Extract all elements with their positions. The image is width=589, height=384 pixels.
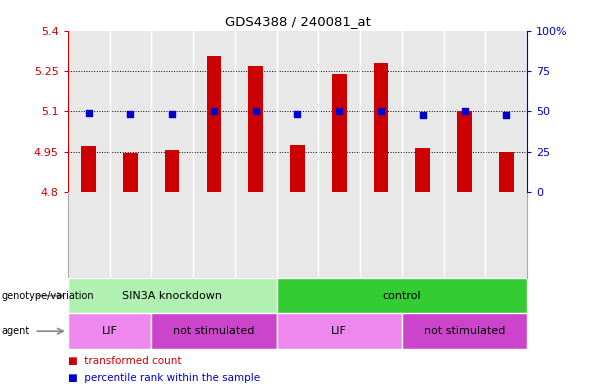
Point — [460, 108, 469, 114]
Bar — [277, 313, 402, 349]
Text: control: control — [382, 291, 421, 301]
Bar — [373, 63, 388, 192]
Text: SIN3A knockdown: SIN3A knockdown — [122, 291, 222, 301]
Text: genotype/variation: genotype/variation — [1, 291, 94, 301]
Point — [209, 108, 219, 114]
Point — [125, 111, 135, 117]
Text: LIF: LIF — [101, 326, 117, 336]
Text: LIF: LIF — [331, 326, 347, 336]
Bar — [123, 153, 138, 192]
Bar — [68, 313, 151, 349]
Bar — [81, 146, 96, 192]
Bar — [290, 145, 305, 192]
Text: ■  transformed count: ■ transformed count — [68, 356, 181, 366]
Bar — [207, 56, 221, 192]
Bar — [151, 313, 277, 349]
Bar — [457, 111, 472, 192]
Point — [502, 111, 511, 118]
Text: ■  percentile rank within the sample: ■ percentile rank within the sample — [68, 373, 260, 383]
Point — [167, 111, 177, 117]
Bar — [499, 152, 514, 192]
Point — [84, 110, 93, 116]
Text: agent: agent — [1, 326, 29, 336]
Point — [293, 111, 302, 117]
Point — [376, 108, 386, 114]
Point — [251, 108, 260, 114]
Text: not stimulated: not stimulated — [173, 326, 254, 336]
Bar — [402, 313, 527, 349]
Title: GDS4388 / 240081_at: GDS4388 / 240081_at — [224, 15, 370, 28]
Text: not stimulated: not stimulated — [424, 326, 505, 336]
Point — [335, 108, 344, 114]
Bar — [415, 148, 430, 192]
Bar — [277, 278, 527, 313]
Bar — [165, 151, 180, 192]
Point — [418, 111, 428, 118]
Bar — [68, 278, 277, 313]
Bar — [332, 74, 346, 192]
Bar — [249, 66, 263, 192]
